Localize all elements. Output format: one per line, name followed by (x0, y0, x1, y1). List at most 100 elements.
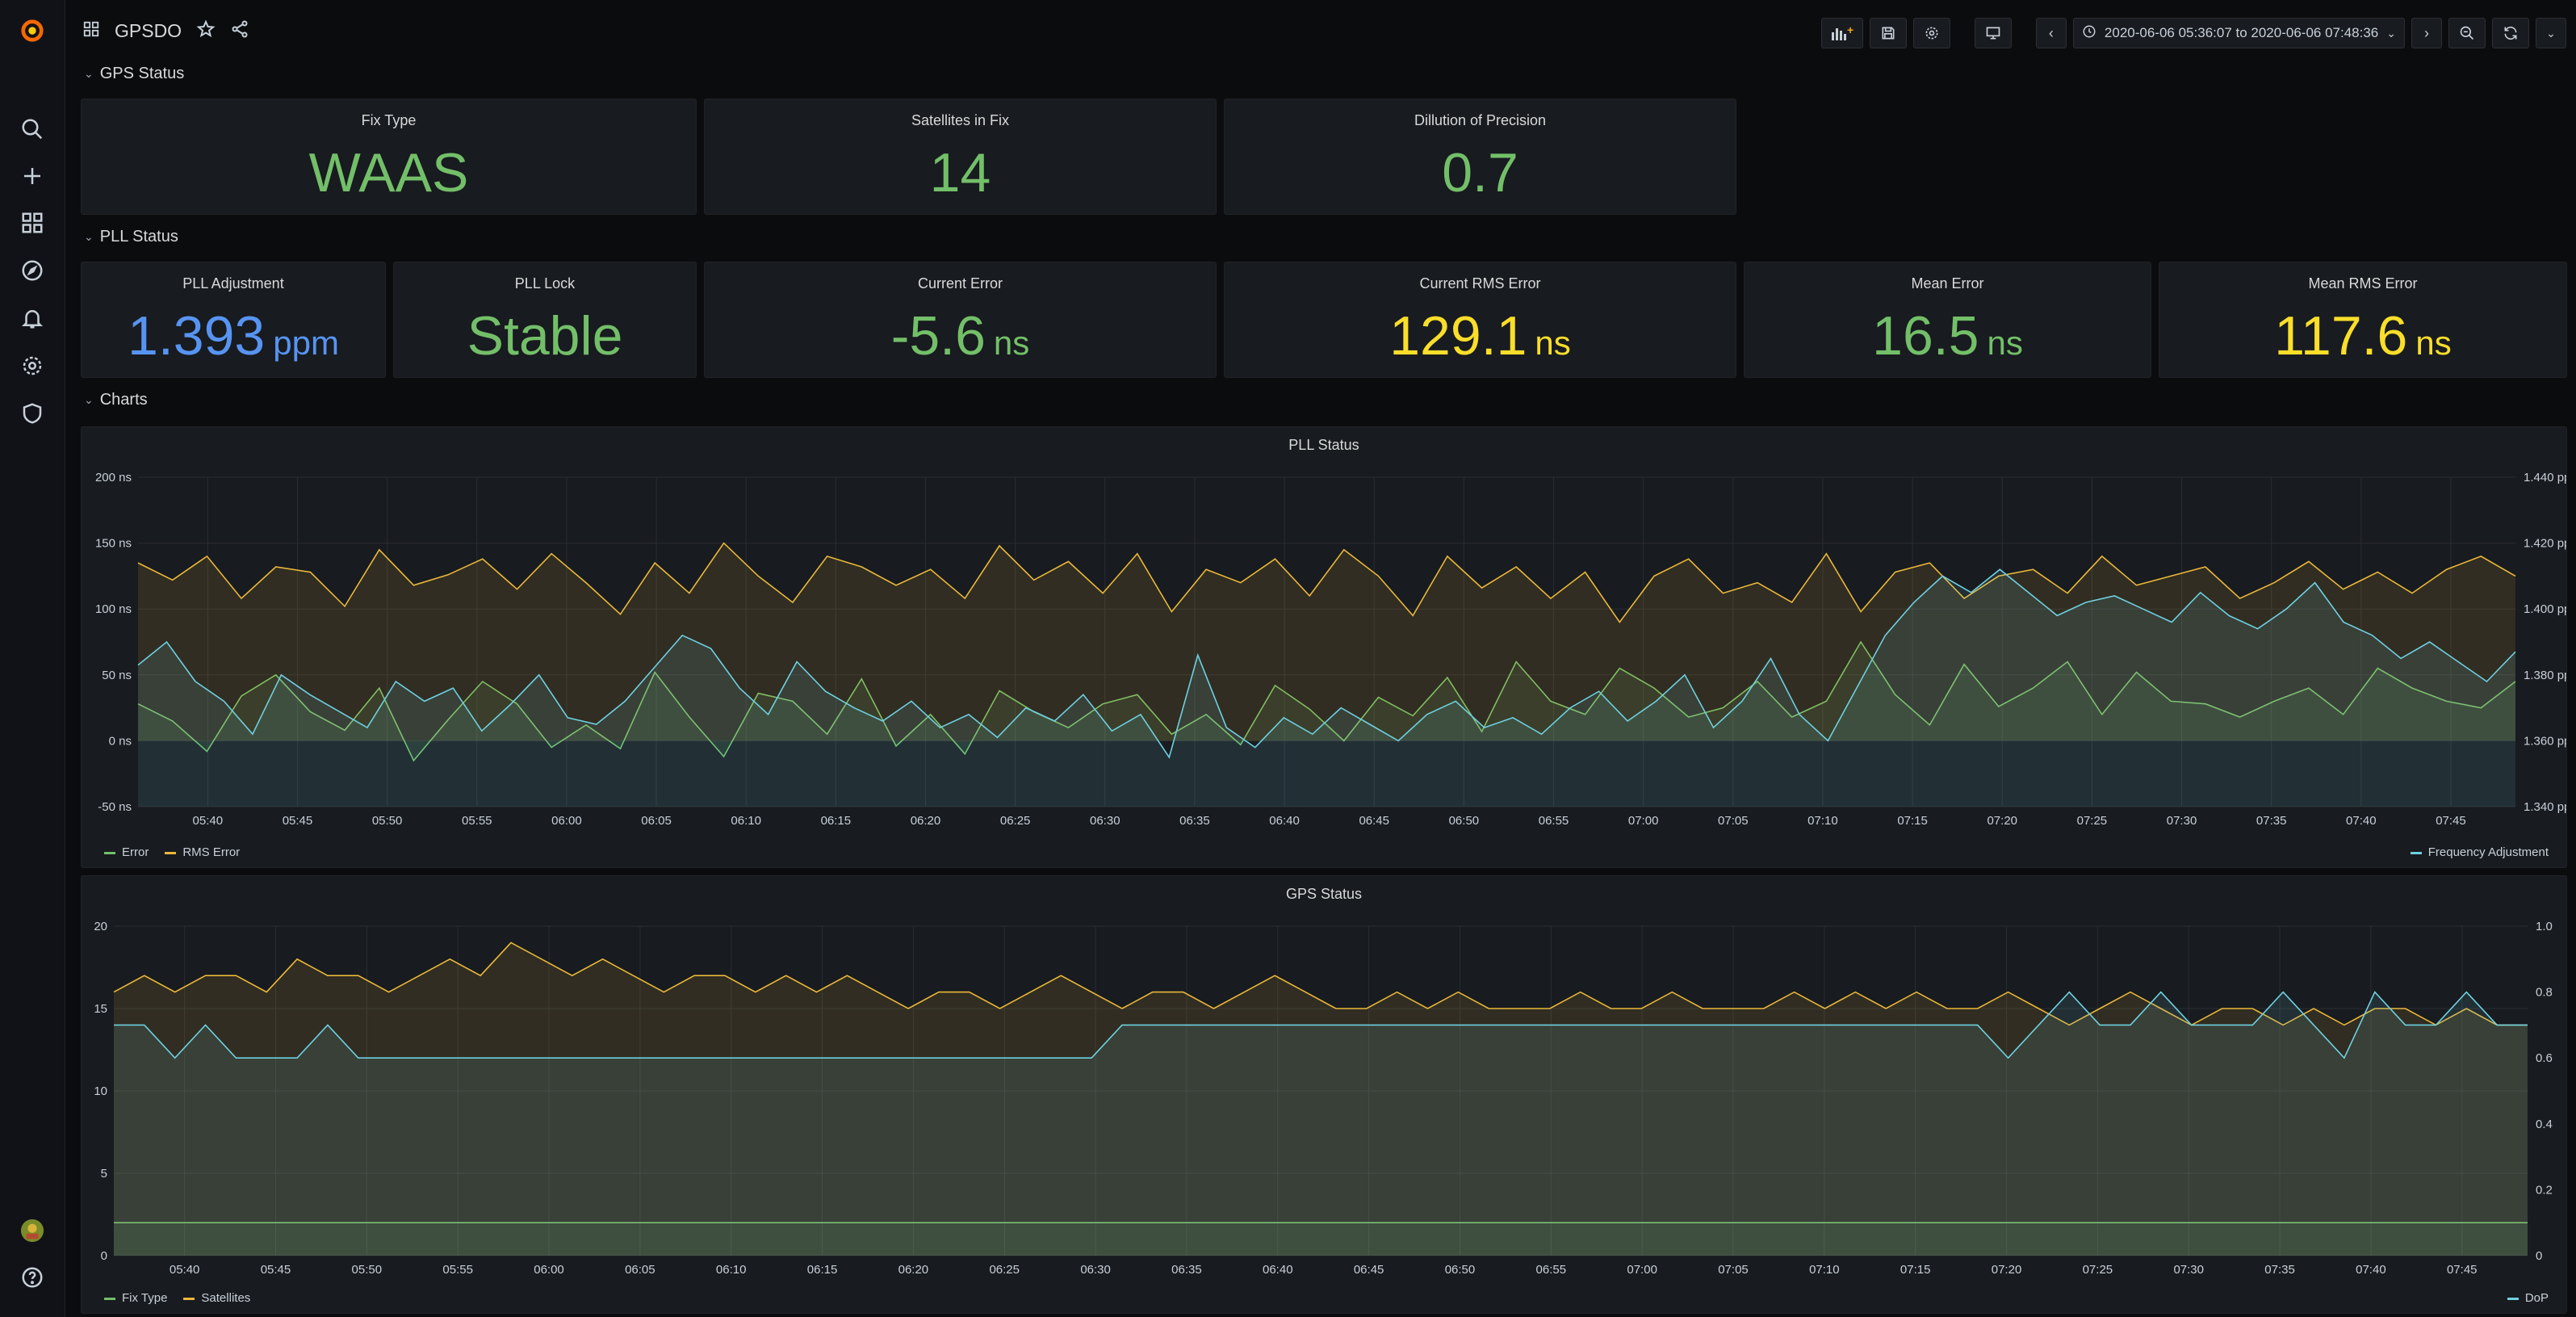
x-tick-label: 06:35 (1171, 1263, 1202, 1277)
save-dashboard-button[interactable] (1869, 18, 1907, 48)
x-tick-label: 06:00 (534, 1263, 564, 1277)
x-tick-label: 07:00 (1627, 1263, 1657, 1277)
dashboard-settings-button[interactable] (1912, 18, 1950, 48)
stat-value: -5.6 ns (890, 305, 1030, 367)
y-left-tick-label: 0 (101, 1249, 107, 1263)
alerting-bell-icon[interactable] (16, 302, 48, 334)
chart-panel-gps-status[interactable]: GPS Status 20 15 10 5 0 1.0 0.8 0.6 0.4 0.2 0 05:40… (81, 875, 2567, 1314)
x-tick-label: 07:20 (1987, 814, 2017, 828)
add-panel-button[interactable]: + (1820, 18, 1863, 48)
help-icon[interactable] (16, 1261, 48, 1294)
create-plus-icon[interactable] (16, 160, 48, 192)
gps-status-chart[interactable]: 20 15 10 5 0 1.0 0.8 0.6 0.4 0.2 0 05:40 05:45 05:50 0… (82, 876, 2566, 1313)
x-tick-label: 05:50 (372, 814, 403, 828)
legend-left: Fix Type Satellites (104, 1291, 250, 1305)
legend-item-error[interactable]: Error (104, 845, 149, 859)
explore-compass-icon[interactable] (16, 254, 48, 287)
legend-right: Frequency Adjustment (2410, 845, 2549, 859)
dashboard-grid-icon (82, 20, 100, 42)
user-avatar[interactable] (16, 1214, 48, 1247)
x-tick-label: 07:35 (2264, 1263, 2295, 1277)
series-line-rms-error[interactable] (137, 542, 2516, 623)
x-tick-label: 06:40 (1263, 1263, 1293, 1277)
stat-value: 117.6 ns (2274, 305, 2452, 367)
zoom-out-button[interactable] (2448, 18, 2486, 48)
legend-item-frequency-adjustment[interactable]: Frequency Adjustment (2410, 845, 2549, 859)
x-tick-label: 06:20 (898, 1263, 929, 1277)
time-shift-back-button[interactable]: ‹ (2035, 18, 2067, 48)
panel-title: Current Error (917, 275, 1003, 292)
stat-panel-current-rms-error[interactable]: Current RMS Error 129.1 ns (1224, 262, 1736, 378)
x-tick-label: 07:20 (1992, 1263, 2022, 1277)
time-range-picker[interactable]: 2020-06-06 05:36:07 to 2020-06-06 07:48:… (2072, 18, 2405, 48)
dashboard-title[interactable]: GPSDO (115, 20, 182, 41)
series-line-dop[interactable] (114, 991, 2528, 1059)
series-area-fix-type (114, 1223, 2528, 1256)
x-tick-label: 07:30 (2173, 1263, 2204, 1277)
stat-panel-fix-type[interactable]: Fix Type WAAS (81, 99, 697, 215)
cycle-view-mode-button[interactable] (1974, 18, 2012, 48)
legend-item-rms-error[interactable]: RMS Error (165, 845, 240, 859)
chevron-left-icon: ‹ (2048, 24, 2054, 41)
series-area-error (138, 642, 2515, 761)
stat-panel-pll-lock[interactable]: PLL Lock Stable (393, 262, 697, 378)
x-tick-label: 06:15 (807, 1263, 838, 1277)
refresh-interval-dropdown[interactable]: ⌄ (2536, 18, 2566, 48)
legend-item-satellites[interactable]: Satellites (183, 1291, 250, 1305)
y-right-tick-label: 1.400 ppm (2524, 602, 2566, 616)
stat-panel-mean-error[interactable]: Mean Error 16.5 ns (1744, 262, 2151, 378)
y-right-tick-label: 1.380 ppm (2524, 669, 2566, 682)
stat-value: WAAS (308, 142, 469, 203)
time-range-label: 2020-06-06 05:36:07 to 2020-06-06 07:48:… (2104, 25, 2379, 40)
x-tick-label: 07:00 (1628, 814, 1659, 828)
stat-panel-current-error[interactable]: Current Error -5.6 ns (704, 262, 1217, 378)
chevron-down-icon: ⌄ (84, 67, 94, 80)
legend-right: DoP (2507, 1291, 2549, 1305)
x-tick-label: 06:25 (989, 1263, 1020, 1277)
y-right-tick-label: 0.2 (2536, 1183, 2553, 1197)
x-tick-label: 05:55 (442, 1263, 473, 1277)
clock-icon (2082, 24, 2096, 43)
y-right-tick-label: 1.420 ppm (2524, 537, 2566, 551)
stat-panel-pll-adjustment[interactable]: PLL Adjustment 1.393 ppm (81, 262, 386, 378)
pll-status-chart[interactable]: 200 ns 150 ns 100 ns 50 ns 0 ns -50 ns 1.440 p… (82, 427, 2566, 867)
y-left-tick-label: 15 (94, 1002, 107, 1016)
star-icon[interactable] (196, 19, 216, 43)
series-line-satellites[interactable] (113, 942, 2528, 1026)
stat-value: 1.393 ppm (128, 305, 339, 367)
x-tick-label: 06:30 (1090, 814, 1120, 828)
stat-value: 129.1 ns (1389, 305, 1571, 367)
legend-item-dop[interactable]: DoP (2507, 1291, 2549, 1305)
row-pll-status[interactable]: ⌄ PLL Status (84, 228, 178, 246)
row-charts[interactable]: ⌄ Charts (84, 391, 148, 409)
legend-item-fix-type[interactable]: Fix Type (104, 1291, 167, 1305)
y-right-tick-label: 1.360 ppm (2524, 734, 2566, 748)
sidebar (0, 0, 65, 1317)
row-gps-status[interactable]: ⌄ GPS Status (84, 65, 184, 83)
stat-value: Stable (467, 305, 623, 367)
x-tick-label: 06:35 (1179, 814, 1210, 828)
grafana-logo-icon[interactable] (16, 15, 48, 47)
series-line-error[interactable] (137, 640, 2516, 762)
dashboards-grid-icon[interactable] (16, 207, 48, 239)
chart-panel-pll-status[interactable]: PLL Status 200 ns 150 ns 100 ns 50 ns 0 ns -5… (81, 426, 2567, 868)
server-admin-shield-icon[interactable] (16, 397, 48, 430)
share-icon[interactable] (230, 19, 249, 43)
configuration-gear-icon[interactable] (16, 350, 48, 382)
series-line-frequency-adjustment[interactable] (137, 568, 2516, 759)
y-left-tick-label: 150 ns (95, 537, 132, 551)
panel-title: PLL Status (1288, 437, 1359, 453)
stat-panel-mean-rms-error[interactable]: Mean RMS Error 117.6 ns (2159, 262, 2567, 378)
legend-left: Error RMS Error (104, 845, 240, 859)
stat-panel-satellites[interactable]: Satellites in Fix 14 (704, 99, 1217, 215)
time-shift-forward-button[interactable]: › (2411, 18, 2442, 48)
row-title: PLL Status (99, 228, 178, 245)
x-tick-label: 06:25 (1000, 814, 1031, 828)
x-tick-label: 07:10 (1807, 814, 1838, 828)
panel-title: Current RMS Error (1419, 275, 1541, 292)
refresh-button[interactable] (2492, 18, 2529, 48)
stat-panel-dop[interactable]: Dillution of Precision 0.7 (1224, 99, 1736, 215)
x-tick-label: 06:00 (551, 814, 582, 828)
chevron-down-icon: ⌄ (84, 230, 94, 243)
search-icon[interactable] (16, 113, 48, 145)
